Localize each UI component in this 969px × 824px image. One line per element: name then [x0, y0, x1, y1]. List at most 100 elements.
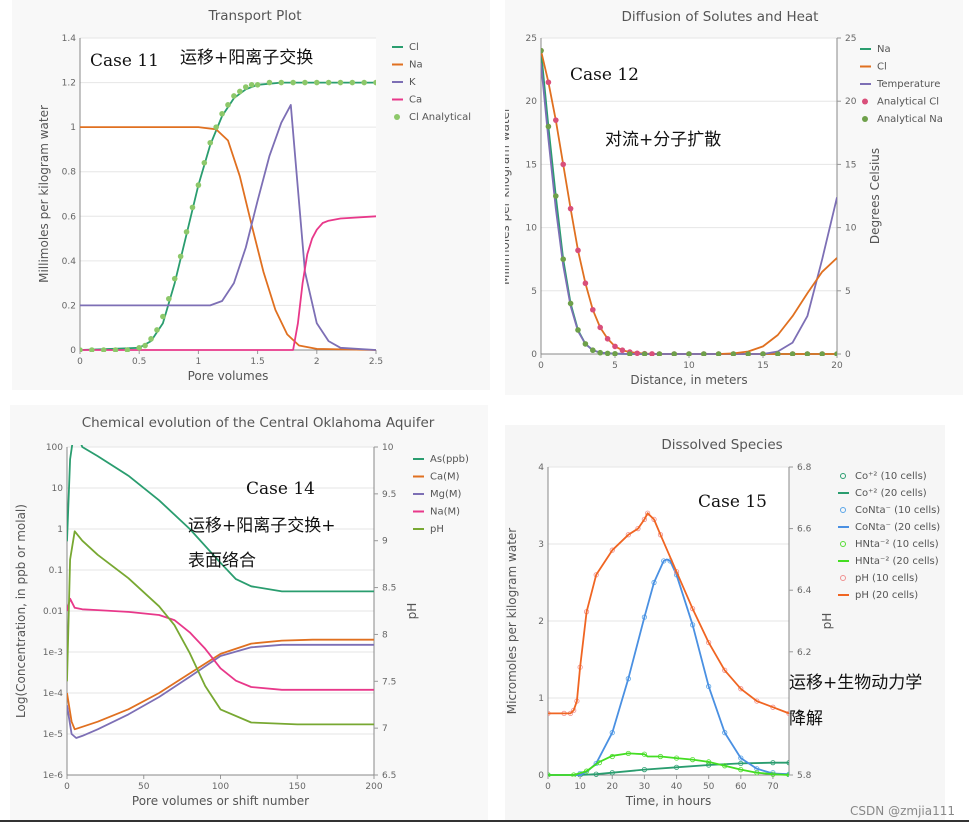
x-tick-label: 10: [683, 361, 695, 371]
series-analytical-cl-point: [597, 324, 603, 331]
series-analytical-cl-point: [567, 205, 574, 212]
series-analytical-cl-point: [545, 79, 552, 86]
series-group: [548, 510, 789, 777]
series-co-20-cells-line: [548, 761, 789, 776]
x-tick-label: 50: [138, 782, 150, 792]
y-tick-label: 10: [52, 484, 64, 494]
series-cl-analytical-point: [80, 347, 83, 352]
series-ph-10-cells-point: [722, 667, 728, 673]
series-temperature-far-field-line: [718, 257, 837, 355]
series-cl-analytical-point: [171, 275, 178, 282]
x-tick-label: 5: [612, 361, 618, 371]
plot-area: [541, 38, 837, 354]
y-tick-label: 1e-3: [43, 648, 63, 658]
series-cl-analytical-point: [201, 160, 208, 166]
series-cl-analytical-point: [225, 102, 231, 108]
legend-label: Cl: [409, 42, 419, 53]
series-analytical-na-point: [760, 351, 766, 356]
series-cl-analytical-point: [290, 79, 296, 86]
y-tick-label: 25: [526, 34, 537, 44]
series-analytical-na-point: [819, 351, 825, 356]
y-axis-title: Millimoles per kilogram water: [505, 107, 512, 285]
chart-title: Dissolved Species: [661, 437, 782, 453]
series-cl-analytical-point: [148, 336, 154, 342]
series-analytical-na-point: [582, 341, 589, 347]
y2-tick-label: 6.4: [797, 586, 812, 596]
series-cl-analytical-point: [177, 253, 184, 260]
case-note: 运移+生物动力学: [789, 673, 922, 693]
x-tick-label: 1: [196, 357, 202, 367]
legend-label: Na: [877, 44, 891, 55]
series-cl-analytical-point: [219, 110, 225, 117]
case-note: 运移+阳离子交换+: [188, 516, 336, 536]
series-cl-analytical-point: [160, 313, 166, 320]
x-axis-title: Time, in hours: [625, 794, 712, 808]
y2-tick-label: 10: [845, 224, 857, 234]
y-tick-label: 1.2: [62, 79, 76, 89]
x-tick-label: 0: [545, 782, 551, 792]
series-ph-10-cells-point: [635, 526, 641, 532]
series-analytical-na-point: [604, 350, 611, 356]
y-axis-title: Micromoles per kilogram water: [505, 528, 519, 714]
y-tick-label: 1e-4: [43, 689, 64, 699]
series-cl-analytical-point: [325, 79, 332, 86]
y-tick-label: 0: [531, 350, 537, 360]
series-analytical-na-point: [730, 351, 737, 356]
y-tick-label: 0.4: [62, 257, 77, 267]
series-analytical-cl-point: [649, 351, 655, 356]
legend-label: pH (20 cells): [855, 590, 918, 601]
y-tick-label: 20: [526, 97, 538, 107]
legend-label: HNta⁻² (20 cells): [855, 556, 939, 567]
y-tick-label: 100: [46, 443, 63, 453]
case-note: 运移+阳离子交换: [180, 48, 313, 68]
series-analytical-na-point: [560, 256, 566, 263]
y2-tick-label: 9.5: [382, 490, 396, 500]
series-analytical-na-point: [597, 349, 603, 356]
series-cl-analytical-point: [248, 82, 255, 88]
series-cl-analytical-point: [89, 347, 95, 352]
series-analytical-cl-point: [575, 247, 581, 254]
legend-swatch: [840, 473, 846, 479]
legend-label: HNta⁻² (10 cells): [855, 539, 939, 550]
legend-label: Cl Analytical: [409, 112, 471, 123]
y-tick-label: 1e-5: [43, 730, 63, 740]
y2-tick-label: 5: [845, 287, 851, 297]
series-analytical-na-point: [541, 47, 544, 54]
legend-label: CoNta⁻ (20 cells): [855, 522, 940, 533]
series-conta-10-cells-point: [738, 755, 744, 761]
series-analytical-na-point: [834, 351, 837, 356]
y2-tick-label: 6.6: [797, 525, 812, 535]
x-tick-label: 10: [574, 782, 586, 792]
y2-tick-label: 6.2: [797, 648, 811, 658]
chart-transport-plot: Transport Plot 0 0.2 0.4 0.6 0.8 1 1.2 1.4 0 0.5 1 1…: [37, 8, 471, 383]
series-cl-analytical-point: [254, 82, 261, 88]
series-group: [67, 445, 374, 739]
series-ph-10-cells-point: [625, 532, 631, 538]
chart-title: Chemical evolution of the Central Oklaho…: [82, 415, 435, 431]
x-tick-label: 2.5: [369, 357, 383, 367]
series-cl-analytical-point: [183, 229, 190, 235]
series-analytical-cl-point: [619, 347, 626, 354]
series-analytical-na-point: [612, 350, 618, 356]
legend-label: CoNta⁻ (10 cells): [855, 505, 940, 516]
x-tick-label: 0: [538, 361, 544, 371]
series-cl-analytical-point: [361, 79, 367, 86]
y-tick-label: 1: [70, 123, 76, 133]
y2-tick-label: 7: [382, 724, 388, 734]
y2-tick-label: 6.8: [797, 463, 812, 473]
y2-axis-title: pH: [405, 603, 419, 620]
series-analytical-na-point: [567, 300, 574, 307]
y2-tick-label: 6.5: [382, 771, 396, 781]
series-cl-analytical-point: [337, 79, 344, 86]
legend-label: Na(M): [430, 507, 460, 518]
legend-label: pH: [430, 524, 444, 535]
series-ph-10-cells-point: [645, 510, 651, 516]
chart-diffusion: Diffusion of Solutes and Heat 0 5 10 15 20 25 0…: [505, 9, 943, 387]
series-cl-analytical-point: [124, 347, 131, 352]
legend-label: Ca: [409, 95, 422, 106]
series-ph-20-cells-line: [548, 512, 789, 715]
series-cl-analytical-point: [278, 79, 285, 86]
series-analytical-na-point: [656, 351, 663, 356]
legend-label: Co⁺² (10 cells): [855, 471, 927, 482]
y2-tick-label: 15: [845, 160, 856, 170]
